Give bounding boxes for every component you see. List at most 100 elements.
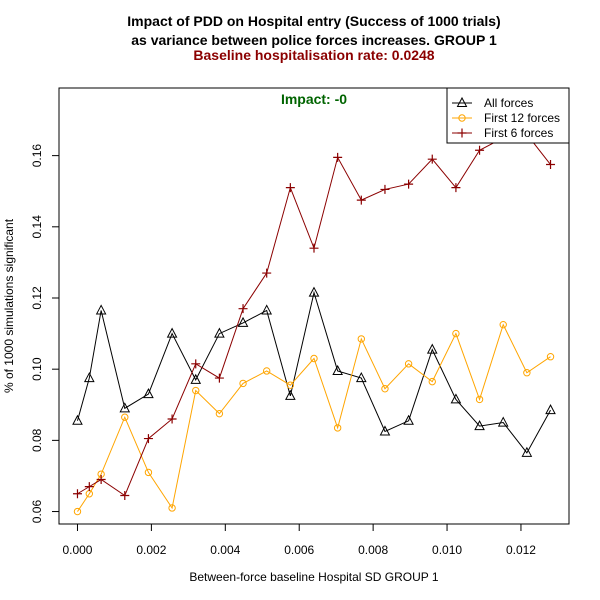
chart-title-line-1: Impact of PDD on Hospital entry (Success…: [127, 13, 500, 29]
data-point: [404, 179, 414, 189]
data-point: [143, 388, 154, 399]
data-point: [356, 195, 366, 205]
data-point: [357, 335, 366, 343]
x-tick-label: 0.006: [284, 543, 314, 557]
data-point: [237, 316, 249, 327]
x-tick-label: 0.002: [136, 543, 166, 557]
x-tick-label: 0.000: [62, 543, 92, 557]
legend-label: First 12 forces: [484, 111, 560, 125]
data-point: [379, 425, 391, 436]
data-point: [381, 385, 389, 393]
data-point: [286, 381, 295, 389]
legend-label: All forces: [484, 96, 533, 110]
data-point: [168, 504, 176, 512]
data-point: [190, 373, 202, 384]
data-point: [144, 468, 153, 477]
y-axis-label: % of 1000 simulations significant: [2, 218, 16, 393]
plot-frame: [58, 87, 570, 525]
data-point: [119, 402, 131, 413]
legend-marker: [457, 128, 467, 138]
x-axis-label: Between-force baseline Hospital SD GROUP…: [189, 570, 439, 584]
data-point: [214, 327, 225, 338]
series-line: [77, 133, 551, 497]
x-tick-label: 0.008: [358, 543, 388, 557]
data-point: [333, 424, 342, 432]
baseline-rate-subtitle: Baseline hospitalisation rate: 0.0248: [193, 47, 434, 63]
data-point: [523, 369, 531, 377]
data-point: [192, 386, 200, 395]
legend-label: First 6 forces: [484, 126, 553, 140]
data-point: [262, 268, 272, 278]
data-point: [475, 395, 484, 404]
data-point: [262, 367, 271, 375]
legend-marker: [458, 114, 466, 122]
data-point: [475, 145, 485, 155]
data-point: [521, 446, 533, 457]
series-line: [77, 323, 551, 512]
data-point: [474, 420, 485, 431]
data-point: [285, 389, 296, 400]
legend-entry: First 12 forces: [452, 111, 560, 125]
data-point: [214, 373, 224, 383]
data-point: [83, 372, 95, 383]
data-point: [120, 491, 130, 501]
x-tick-label: 0.012: [506, 543, 536, 557]
data-point: [167, 414, 177, 424]
legend-marker: [456, 96, 468, 107]
data-point: [285, 183, 295, 193]
y-tick-label: 0.16: [30, 144, 44, 168]
data-point: [450, 393, 462, 404]
data-point: [355, 372, 367, 383]
data-point: [332, 364, 343, 375]
data-point: [121, 413, 129, 421]
y-tick-label: 0.06: [30, 500, 44, 524]
data-point: [72, 414, 83, 425]
x-axis: 0.000 0.002 0.004 0.006 0.008 0.010 0.012: [62, 523, 536, 557]
data-point: [499, 320, 507, 329]
data-point: [95, 304, 107, 315]
data-point: [166, 327, 178, 338]
x-tick-label: 0.004: [210, 543, 240, 557]
data-point: [191, 359, 201, 369]
legend-entry: First 6 forces: [452, 126, 553, 140]
data-point: [261, 304, 273, 315]
data-point: [310, 354, 318, 363]
data-point: [72, 489, 82, 499]
data-point: [546, 353, 555, 361]
series-2: [73, 320, 555, 516]
y-tick-label: 0.08: [30, 428, 44, 452]
data-point: [427, 154, 437, 164]
data-point: [84, 482, 94, 492]
y-axis: 0.06 0.08 0.10 0.12 0.14 0.16: [30, 144, 60, 524]
data-point: [309, 243, 319, 253]
series-layer: [72, 129, 556, 516]
series-line: [76, 290, 551, 454]
y-tick-label: 0.10: [30, 357, 44, 381]
data-point: [403, 414, 414, 425]
series-3: [72, 129, 556, 501]
legend-entry: All forces: [452, 96, 533, 110]
data-point: [73, 507, 82, 516]
data-point: [143, 434, 153, 444]
data-point: [451, 183, 461, 193]
data-point: [428, 377, 436, 386]
chart-title-line-2: as variance between police forces increa…: [131, 32, 497, 48]
y-tick-label: 0.14: [30, 215, 44, 239]
x-tick-label: 0.010: [432, 543, 462, 557]
data-point: [545, 404, 556, 415]
legend-box: [446, 87, 570, 144]
data-point: [308, 286, 320, 297]
series-1: [72, 286, 556, 457]
data-point: [333, 152, 343, 162]
data-point: [404, 360, 413, 368]
data-point: [215, 409, 224, 418]
data-point: [452, 329, 460, 338]
impact-subtitle: Impact: -0: [281, 91, 347, 107]
data-point: [96, 475, 106, 485]
data-point: [239, 379, 247, 388]
data-point: [546, 160, 556, 170]
data-point: [497, 416, 509, 427]
y-tick-label: 0.12: [30, 286, 44, 310]
